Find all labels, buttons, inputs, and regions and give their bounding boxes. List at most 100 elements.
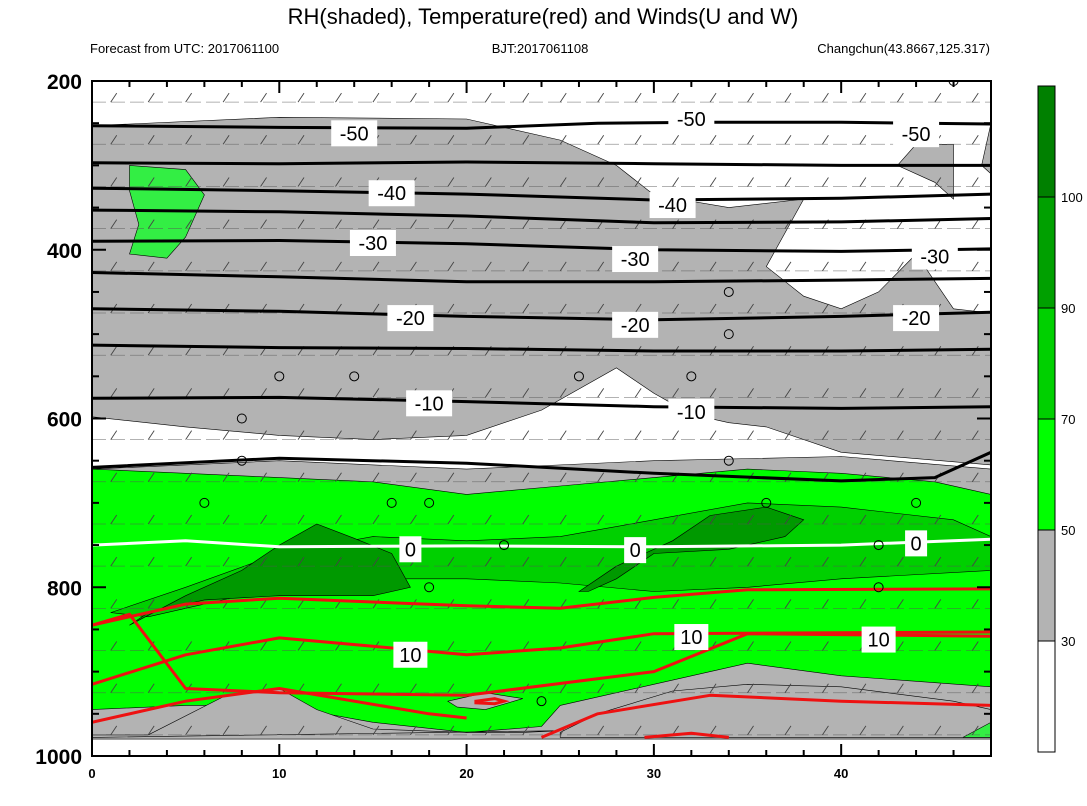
wind-barb bbox=[372, 261, 380, 272]
temperature-label: -30 bbox=[911, 243, 958, 270]
wind-barb bbox=[559, 135, 567, 145]
temperature-label-text: -20 bbox=[621, 315, 650, 337]
wind-barb bbox=[297, 177, 305, 187]
wind-barb bbox=[447, 472, 455, 483]
wind-barb bbox=[147, 261, 155, 272]
wind-barb bbox=[747, 177, 754, 187]
wind-barb bbox=[110, 725, 118, 736]
wind-barb bbox=[934, 641, 942, 651]
wind-barb bbox=[297, 430, 305, 440]
temperature-contour bbox=[644, 731, 729, 739]
plot-area: -50 -50 -50 -40 -40 -30 -30 -30 -20 -20 -20 -10 -10 0… bbox=[92, 81, 991, 756]
temperature-label-box bbox=[893, 121, 940, 148]
temperature-contour bbox=[92, 271, 991, 284]
wind-barb bbox=[222, 219, 230, 229]
wind-barb bbox=[147, 725, 155, 736]
wind-barb bbox=[747, 92, 754, 103]
y-tick-label: 400 bbox=[47, 240, 82, 263]
wind-barb bbox=[634, 92, 642, 103]
wind-barb bbox=[747, 641, 754, 651]
wind-barb bbox=[634, 683, 642, 693]
wind-barb bbox=[522, 472, 530, 483]
wind-barb bbox=[934, 599, 942, 609]
calm-wind-circle bbox=[873, 582, 884, 593]
temperature-label-text: -10 bbox=[677, 402, 706, 424]
wind-barb bbox=[110, 219, 118, 229]
wind-barb bbox=[484, 388, 492, 398]
calm-wind-circle bbox=[686, 371, 697, 382]
wind-barb bbox=[297, 135, 305, 145]
wind-barb bbox=[709, 514, 717, 525]
wind-barb bbox=[297, 514, 305, 525]
wind-barb bbox=[410, 135, 417, 145]
wind-barb bbox=[484, 514, 492, 525]
x-tick-label: 30 bbox=[647, 766, 661, 781]
temperature-label-text: -50 bbox=[677, 109, 706, 131]
wind-barb bbox=[110, 345, 118, 356]
wind-barb bbox=[747, 599, 754, 609]
temperature-label-box bbox=[399, 536, 422, 563]
wind-barb bbox=[260, 388, 267, 398]
wind-barb bbox=[260, 472, 267, 483]
wind-barb bbox=[896, 177, 904, 187]
wind-barb bbox=[147, 514, 155, 525]
temperature-label-box bbox=[893, 305, 940, 332]
temperature-label-box bbox=[612, 246, 659, 273]
temperature-contour bbox=[92, 160, 991, 167]
wind-barb bbox=[447, 641, 455, 651]
temperature-label: 0 bbox=[624, 537, 647, 564]
wind-barb bbox=[410, 92, 417, 103]
wind-barb bbox=[522, 388, 530, 398]
colorbar-label: 90 bbox=[1061, 301, 1075, 316]
wind-barb bbox=[335, 92, 342, 103]
temperature-label-box bbox=[393, 641, 428, 668]
temperature-label-text: -20 bbox=[902, 308, 931, 330]
chart-title: RH(shaded), Temperature(red) and Winds(U… bbox=[288, 4, 799, 29]
wind-barb bbox=[484, 92, 492, 103]
y-tick-label: 600 bbox=[47, 409, 82, 432]
temperature-label: -30 bbox=[349, 230, 396, 256]
wind-barb bbox=[672, 388, 679, 398]
wind-barb bbox=[185, 430, 193, 440]
wind-barb bbox=[185, 135, 193, 145]
rh-darkgreen-left bbox=[129, 523, 411, 626]
temperature-label-text: -20 bbox=[396, 308, 425, 330]
wind-barb bbox=[784, 725, 792, 736]
wind-barb bbox=[559, 514, 567, 525]
wind-barb bbox=[672, 556, 679, 567]
wind-barb bbox=[447, 177, 455, 187]
colorbar-swatch bbox=[1037, 196, 1056, 309]
colorbar-swatch bbox=[1037, 529, 1056, 642]
wind-barb bbox=[372, 430, 380, 440]
wind-barb bbox=[672, 599, 679, 609]
temperature-contour bbox=[474, 697, 510, 706]
wind-barb bbox=[222, 177, 230, 187]
wind-barb bbox=[110, 177, 118, 187]
wind-barb bbox=[859, 92, 867, 103]
rh-gray-bottom-left bbox=[92, 688, 561, 738]
wind-barb bbox=[859, 683, 867, 693]
wind-barb bbox=[260, 261, 267, 272]
wind-barb bbox=[559, 556, 567, 567]
temperature-label-box bbox=[905, 530, 928, 557]
rh-colorbar: 100 90 70 50 30 bbox=[1037, 85, 1083, 753]
wind-barb bbox=[597, 303, 605, 314]
wind-barb bbox=[597, 92, 605, 103]
temperature-label: -30 bbox=[612, 246, 659, 273]
wind-barb bbox=[559, 388, 567, 398]
temperature-label: -50 bbox=[668, 105, 715, 132]
station-label: Changchun(43.8667,125.317) bbox=[817, 41, 990, 56]
temperature-contour bbox=[92, 239, 991, 253]
wind-barb bbox=[822, 303, 829, 314]
wind-barb bbox=[522, 514, 530, 525]
wind-barb bbox=[110, 135, 118, 145]
wind-barb bbox=[747, 388, 754, 398]
colorbar-label: 30 bbox=[1061, 634, 1075, 649]
temperature-label: 10 bbox=[674, 624, 709, 651]
wind-barb bbox=[410, 219, 417, 229]
wind-barb bbox=[372, 472, 380, 483]
wind-barb bbox=[222, 472, 230, 483]
wind-barb bbox=[747, 514, 754, 525]
calm-wind-circle bbox=[911, 497, 922, 508]
colorbar-swatch bbox=[1037, 85, 1056, 198]
